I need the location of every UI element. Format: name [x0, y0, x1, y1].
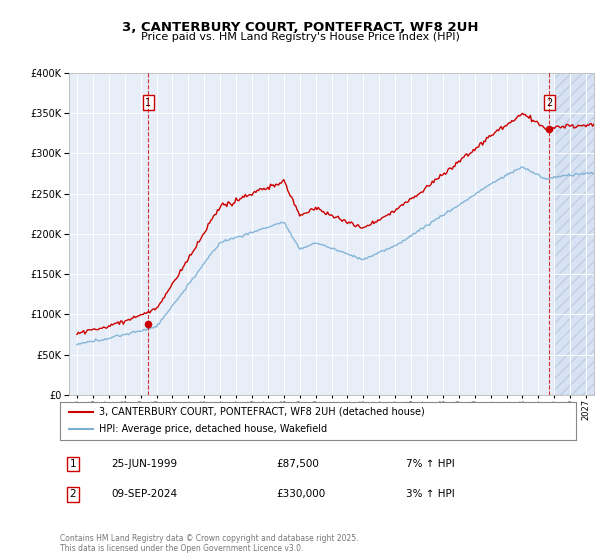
Text: 1: 1 [70, 459, 76, 469]
Text: Price paid vs. HM Land Registry's House Price Index (HPI): Price paid vs. HM Land Registry's House … [140, 32, 460, 42]
Text: 3% ↑ HPI: 3% ↑ HPI [406, 489, 454, 500]
Bar [554, 73, 600, 395]
Text: £330,000: £330,000 [277, 489, 326, 500]
Text: £87,500: £87,500 [277, 459, 320, 469]
Text: 7% ↑ HPI: 7% ↑ HPI [406, 459, 454, 469]
Text: 2: 2 [546, 97, 553, 108]
Text: 2: 2 [70, 489, 76, 500]
Point [143, 320, 153, 329]
Text: 3, CANTERBURY COURT, PONTEFRACT, WF8 2UH (detached house): 3, CANTERBURY COURT, PONTEFRACT, WF8 2UH… [98, 407, 424, 417]
Point [544, 125, 554, 134]
Text: 09-SEP-2024: 09-SEP-2024 [112, 489, 178, 500]
Text: 1: 1 [145, 97, 151, 108]
Text: HPI: Average price, detached house, Wakefield: HPI: Average price, detached house, Wake… [98, 424, 327, 435]
Text: 25-JUN-1999: 25-JUN-1999 [112, 459, 178, 469]
Text: Contains HM Land Registry data © Crown copyright and database right 2025.
This d: Contains HM Land Registry data © Crown c… [60, 534, 359, 553]
Text: 3, CANTERBURY COURT, PONTEFRACT, WF8 2UH: 3, CANTERBURY COURT, PONTEFRACT, WF8 2UH [122, 21, 478, 34]
